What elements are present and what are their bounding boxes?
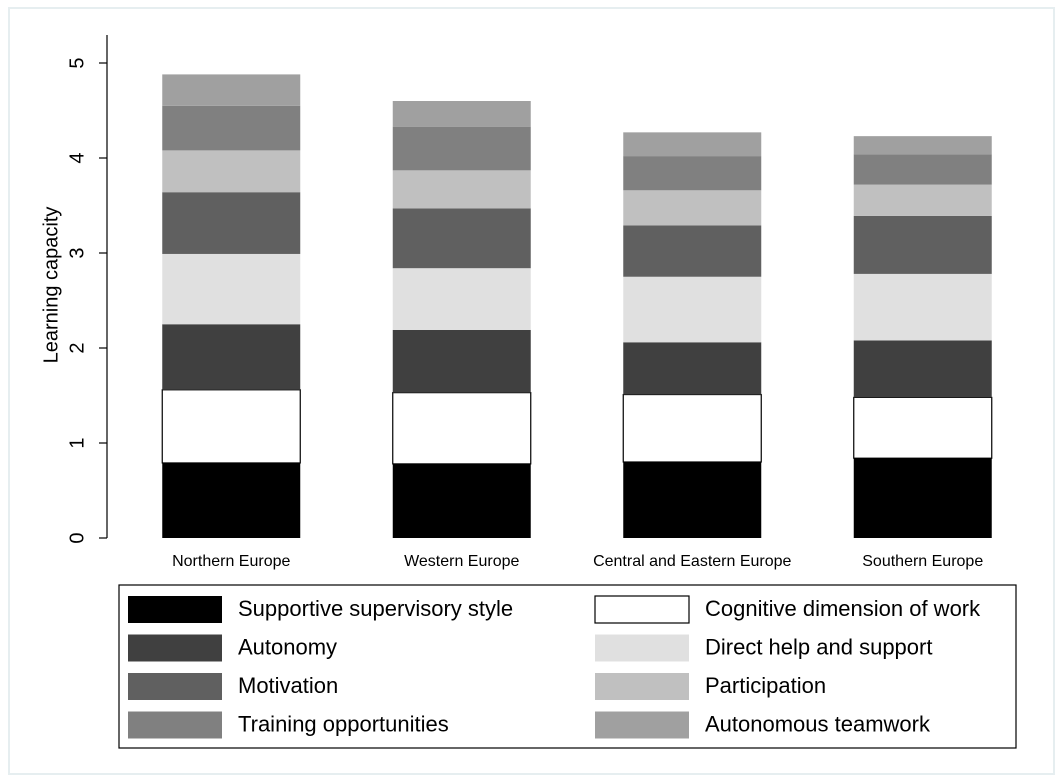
bar-segment: [623, 342, 762, 395]
y-axis-label: Learning capacity: [40, 207, 62, 364]
bar-segment: [392, 463, 531, 538]
bar-segment: [623, 225, 762, 277]
bar-segment: [853, 340, 992, 398]
bar-segment: [622, 393, 762, 463]
bar-segment: [392, 126, 531, 171]
legend-box: [118, 584, 1017, 749]
bar-segment: [392, 329, 531, 393]
legend-swatch: [595, 711, 689, 739]
bar-segment: [392, 268, 531, 330]
y-tick-label: 5: [66, 57, 88, 68]
legend-label: Cognitive dimension of work: [705, 596, 981, 621]
bar-segment: [623, 276, 762, 343]
bar-segment: [853, 136, 992, 155]
legend-swatch: [128, 673, 222, 700]
y-tick-label: 0: [66, 532, 88, 543]
legend-swatch: [128, 634, 222, 662]
x-tick-label: Southern Europe: [862, 553, 983, 570]
bar-segment: [162, 105, 301, 151]
bar-segment: [162, 253, 301, 325]
bar-segment: [392, 170, 531, 209]
bar-segment: [162, 192, 301, 254]
bar-segment: [623, 156, 762, 191]
bar-segment: [623, 462, 762, 538]
bar-segment: [853, 273, 992, 341]
bar-segment: [162, 74, 301, 106]
bar-segment: [392, 392, 532, 465]
outer-frame: [8, 7, 1055, 775]
legend-swatch: [128, 711, 222, 739]
bar-segment: [853, 154, 992, 185]
legend-swatch: [594, 595, 690, 624]
legend-label: Autonomy: [238, 634, 337, 659]
bar-segment: [162, 324, 301, 390]
legend-label: Supportive supervisory style: [238, 596, 513, 621]
y-tick-label: 3: [66, 247, 88, 258]
legend-label: Training opportunities: [238, 711, 449, 736]
bar-segment: [392, 208, 531, 269]
bar-segment: [623, 132, 762, 157]
bar-segment: [162, 462, 301, 538]
x-tick-label: Western Europe: [404, 553, 519, 570]
legend-label: Participation: [705, 673, 826, 698]
bar-segment: [623, 190, 762, 226]
y-tick-label: 1: [66, 437, 88, 448]
x-tick-label: Northern Europe: [172, 553, 290, 570]
bar-segment: [853, 458, 992, 538]
bar-segment: [853, 184, 992, 216]
x-tick-label: Central and Eastern Europe: [593, 553, 791, 570]
legend-label: Direct help and support: [705, 634, 932, 659]
legend-swatch: [595, 673, 689, 700]
bar-segment: [853, 215, 992, 274]
legend-swatch: [595, 634, 689, 662]
bar-segment: [161, 389, 301, 464]
bar-segment: [853, 396, 993, 459]
legend-label: Motivation: [238, 673, 338, 698]
bar-segment: [392, 101, 531, 127]
legend-label: Autonomous teamwork: [705, 711, 931, 736]
y-tick-label: 4: [66, 152, 88, 163]
y-tick-label: 2: [66, 342, 88, 353]
legend-swatch: [128, 596, 222, 623]
bar-segment: [162, 150, 301, 193]
